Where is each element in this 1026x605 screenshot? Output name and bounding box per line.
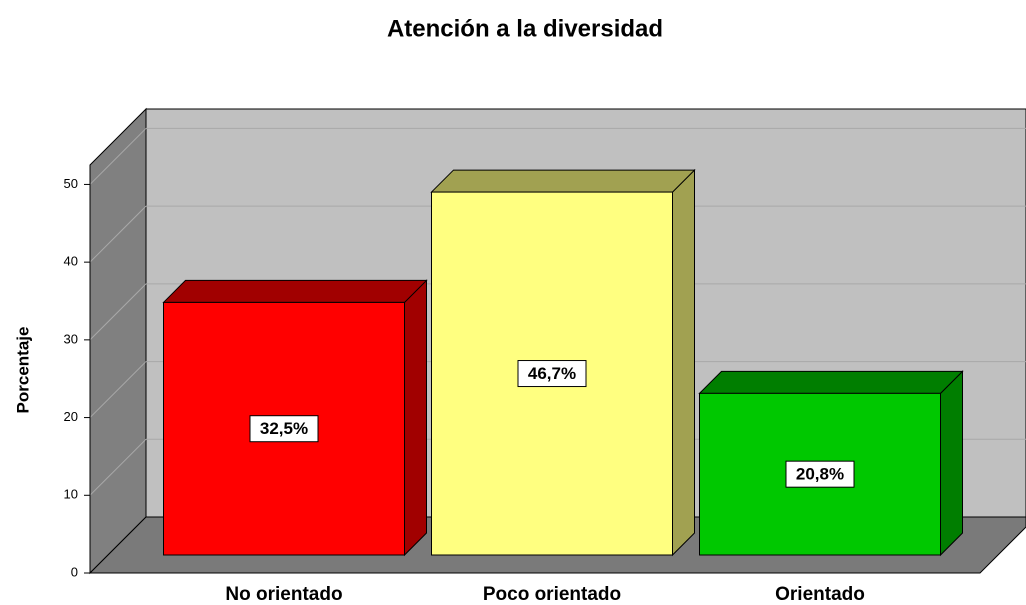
value-label: 46,7% — [528, 364, 576, 383]
y-axis-label: Porcentaje — [13, 327, 32, 414]
value-label: 20,8% — [796, 465, 844, 484]
value-label-box — [517, 360, 587, 388]
y-tick-label: 0 — [71, 564, 78, 579]
x-tick-label: Orientado — [775, 584, 865, 605]
bar-side — [940, 370, 963, 557]
bar-top — [430, 169, 696, 193]
bar-top — [162, 279, 428, 303]
value-label-box — [249, 415, 319, 443]
x-tick-label: Poco orientado — [483, 584, 621, 605]
y-tick-label: 10 — [64, 487, 78, 502]
grid-line — [89, 205, 147, 263]
value-label-box — [785, 460, 855, 488]
grid-line — [89, 361, 147, 418]
bar-side — [404, 279, 427, 557]
value-label: 32,5% — [260, 419, 308, 438]
y-tick-label: 30 — [64, 331, 78, 346]
grid-line — [89, 128, 147, 185]
grid-line — [89, 438, 147, 496]
left-wall — [89, 107, 147, 575]
y-tick-label: 50 — [64, 176, 78, 191]
grid-line — [89, 283, 147, 341]
chart-title: Atención a la diversidad — [387, 15, 663, 42]
y-tick-label: 20 — [64, 409, 78, 424]
y-tick-label: 40 — [64, 254, 78, 269]
bar-top — [698, 370, 964, 394]
bar-side — [672, 168, 695, 557]
x-tick-label: No orientado — [225, 584, 342, 605]
